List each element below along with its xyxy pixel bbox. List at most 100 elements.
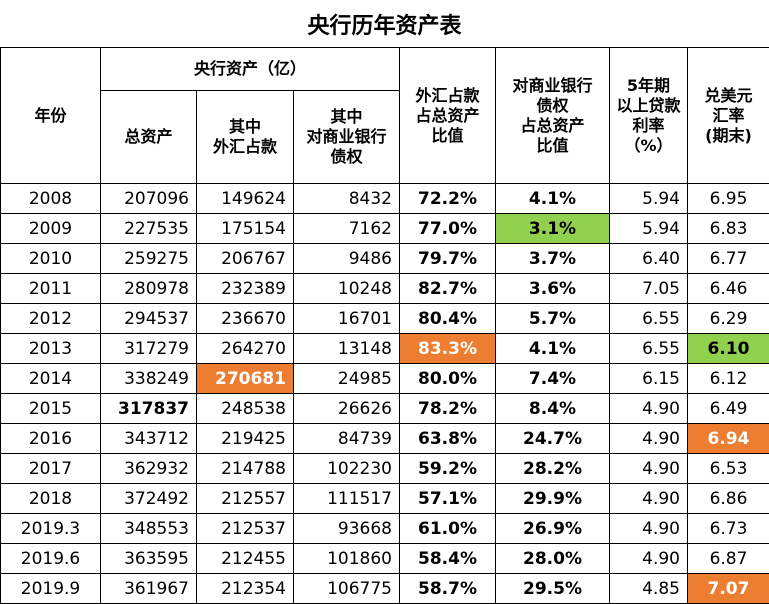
- cell-year: 2010: [1, 244, 101, 274]
- table-row: 2010 259275 206767 9486 79.7% 3.7% 6.40 …: [1, 244, 769, 274]
- cell-total: 348553: [101, 514, 197, 544]
- cell-total: 317279: [101, 334, 197, 364]
- cell-fx-ratio: 59.2%: [400, 454, 496, 484]
- table-row: 2016 343712 219425 84739 63.8% 24.7% 4.9…: [1, 424, 769, 454]
- cell-bank: 16701: [294, 304, 400, 334]
- cell-fx: 206767: [197, 244, 294, 274]
- cell-fx-ratio: 80.4%: [400, 304, 496, 334]
- header-bank-ratio: 对商业银行 债权 占总资产 比值: [496, 48, 610, 184]
- cell-bank-ratio: 3.7%: [496, 244, 610, 274]
- cell-bank: 102230: [294, 454, 400, 484]
- cell-fx-ratio: 58.7%: [400, 574, 496, 604]
- cell-year: 2017: [1, 454, 101, 484]
- cell-fx-ratio: 72.2%: [400, 184, 496, 214]
- cell-bank: 13148: [294, 334, 400, 364]
- cell-fx-ratio: 80.0%: [400, 364, 496, 394]
- central-bank-assets-table: 年份 央行资产（亿） 外汇占款 占总资产 比值 对商业银行 债权 占总资产 比值…: [0, 47, 769, 604]
- cell-year: 2015: [1, 394, 101, 424]
- header-group-assets: 央行资产（亿）: [101, 48, 400, 91]
- cell-year: 2019.3: [1, 514, 101, 544]
- cell-bank: 7162: [294, 214, 400, 244]
- table-row: 2011 280978 232389 10248 82.7% 3.6% 7.05…: [1, 274, 769, 304]
- cell-fx: 175154: [197, 214, 294, 244]
- cell-rate: 6.40: [610, 244, 688, 274]
- cell-usd: 6.29: [688, 304, 769, 334]
- cell-rate: 5.94: [610, 184, 688, 214]
- cell-bank-ratio: 28.2%: [496, 454, 610, 484]
- cell-fx: 232389: [197, 274, 294, 304]
- cell-fx: 214788: [197, 454, 294, 484]
- cell-total: 207096: [101, 184, 197, 214]
- table-row: 2008 207096 149624 8432 72.2% 4.1% 5.94 …: [1, 184, 769, 214]
- cell-usd: 6.73: [688, 514, 769, 544]
- cell-bank-ratio: 3.1%: [496, 214, 610, 244]
- table-row: 2019.3 348553 212537 93668 61.0% 26.9% 4…: [1, 514, 769, 544]
- cell-rate: 4.90: [610, 424, 688, 454]
- cell-total: 317837: [101, 394, 197, 424]
- cell-rate: 4.90: [610, 454, 688, 484]
- cell-year: 2012: [1, 304, 101, 334]
- cell-bank-ratio: 5.7%: [496, 304, 610, 334]
- table-row: 2013 317279 264270 13148 83.3% 4.1% 6.55…: [1, 334, 769, 364]
- cell-bank: 101860: [294, 544, 400, 574]
- cell-bank-ratio: 29.9%: [496, 484, 610, 514]
- cell-fx-ratio: 77.0%: [400, 214, 496, 244]
- cell-usd: 6.53: [688, 454, 769, 484]
- cell-usd: 6.49: [688, 394, 769, 424]
- cell-usd: 6.12: [688, 364, 769, 394]
- cell-year: 2009: [1, 214, 101, 244]
- cell-bank-ratio: 7.4%: [496, 364, 610, 394]
- cell-fx: 264270: [197, 334, 294, 364]
- cell-usd: 6.94: [688, 424, 769, 454]
- cell-bank: 9486: [294, 244, 400, 274]
- cell-rate: 4.90: [610, 544, 688, 574]
- cell-year: 2019.9: [1, 574, 101, 604]
- table-row: 2015 317837 248538 26626 78.2% 8.4% 4.90…: [1, 394, 769, 424]
- cell-total: 343712: [101, 424, 197, 454]
- table-row: 2014 338249 270681 24985 80.0% 7.4% 6.15…: [1, 364, 769, 394]
- cell-total: 280978: [101, 274, 197, 304]
- cell-usd: 7.07: [688, 574, 769, 604]
- cell-fx: 270681: [197, 364, 294, 394]
- cell-rate: 6.55: [610, 304, 688, 334]
- cell-usd: 6.95: [688, 184, 769, 214]
- cell-fx-ratio: 79.7%: [400, 244, 496, 274]
- cell-bank-ratio: 24.7%: [496, 424, 610, 454]
- cell-rate: 4.85: [610, 574, 688, 604]
- cell-usd: 6.10: [688, 334, 769, 364]
- header-fx-ratio: 外汇占款 占总资产 比值: [400, 48, 496, 184]
- cell-rate: 4.90: [610, 514, 688, 544]
- cell-bank: 24985: [294, 364, 400, 394]
- header-fx-holdings: 其中 外汇占款: [197, 91, 294, 184]
- cell-rate: 6.15: [610, 364, 688, 394]
- cell-total: 361967: [101, 574, 197, 604]
- table-title: 央行历年资产表: [0, 0, 769, 47]
- table-row: 2009 227535 175154 7162 77.0% 3.1% 5.94 …: [1, 214, 769, 244]
- cell-bank-ratio: 28.0%: [496, 544, 610, 574]
- header-loan-rate: 5年期 以上贷款 利率 （%）: [610, 48, 688, 184]
- cell-bank-ratio: 3.6%: [496, 274, 610, 304]
- cell-total: 294537: [101, 304, 197, 334]
- cell-fx: 219425: [197, 424, 294, 454]
- cell-year: 2018: [1, 484, 101, 514]
- cell-fx-ratio: 61.0%: [400, 514, 496, 544]
- cell-total: 227535: [101, 214, 197, 244]
- cell-bank-ratio: 8.4%: [496, 394, 610, 424]
- cell-total: 363595: [101, 544, 197, 574]
- header-year: 年份: [1, 48, 101, 184]
- cell-fx-ratio: 83.3%: [400, 334, 496, 364]
- cell-total: 338249: [101, 364, 197, 394]
- cell-bank: 10248: [294, 274, 400, 304]
- cell-year: 2011: [1, 274, 101, 304]
- cell-bank-ratio: 4.1%: [496, 184, 610, 214]
- cell-year: 2019.6: [1, 544, 101, 574]
- table-row: 2017 362932 214788 102230 59.2% 28.2% 4.…: [1, 454, 769, 484]
- cell-fx: 248538: [197, 394, 294, 424]
- header-total-assets: 总资产: [101, 91, 197, 184]
- cell-fx: 212354: [197, 574, 294, 604]
- cell-fx: 212455: [197, 544, 294, 574]
- cell-year: 2008: [1, 184, 101, 214]
- cell-fx: 212537: [197, 514, 294, 544]
- cell-usd: 6.83: [688, 214, 769, 244]
- cell-bank-ratio: 4.1%: [496, 334, 610, 364]
